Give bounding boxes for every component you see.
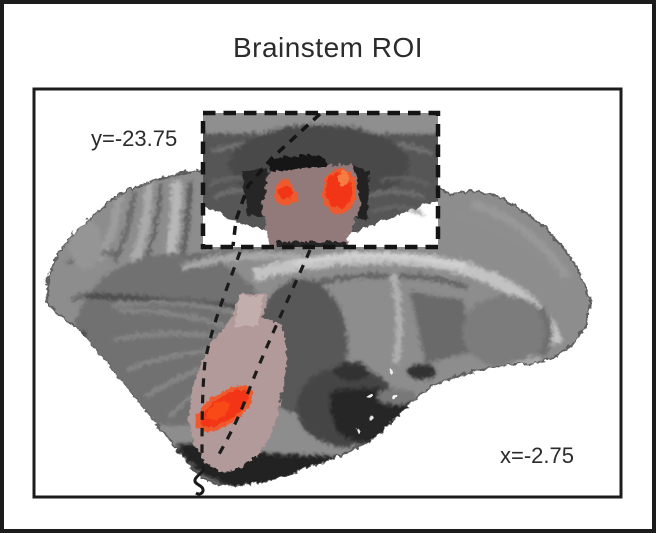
coronal-inset [200, 110, 441, 250]
basal-dark-patch [332, 361, 368, 379]
slice-callout-line-right [216, 249, 312, 457]
coronal-coordinate-label: y=-23.75 [91, 126, 177, 151]
cerebellum-fold [109, 299, 241, 314]
dark-column-left [240, 166, 266, 215]
roi-activation-coronal-left [272, 177, 296, 204]
speck [365, 392, 371, 398]
sagittal-coordinate-label: x=-2.75 [500, 443, 574, 468]
gyrus-band [93, 193, 123, 262]
speck [387, 367, 393, 373]
callout-squiggle [193, 465, 206, 496]
basal-light-patch [375, 387, 415, 403]
speck [355, 427, 361, 433]
basal-dark-patch [406, 362, 434, 378]
corpus-callosum-core [291, 251, 465, 269]
roi-mask-highlight [233, 294, 262, 326]
activation-core [277, 184, 291, 198]
roi-activation-coronal-right [321, 167, 355, 213]
figure-title: Brainstem ROI [233, 32, 423, 63]
subcortical-shade [461, 294, 549, 366]
slice-callout-line-left [200, 251, 242, 461]
thalamus-region [408, 290, 470, 362]
activation-hotspot [337, 170, 347, 184]
callosal-sulcus [299, 271, 467, 288]
gyrus-band [126, 181, 153, 266]
vessel-specks [355, 367, 396, 433]
slice-plane-line [231, 113, 322, 247]
pons-dark-strip [274, 240, 344, 247]
folia-line [361, 188, 423, 198]
coronal-top-light [203, 113, 438, 132]
frontal-rim [468, 197, 570, 279]
coronal-slice-image [203, 113, 438, 247]
speck [367, 414, 373, 420]
sulcus-line [111, 189, 135, 262]
frontal-streak [454, 212, 547, 264]
folia-line [377, 175, 429, 186]
activation-hotspot [204, 399, 228, 419]
fornix-streak [388, 271, 402, 363]
roi-activation-sagittal [194, 383, 252, 431]
folia-line [369, 204, 423, 214]
speck [390, 393, 396, 399]
